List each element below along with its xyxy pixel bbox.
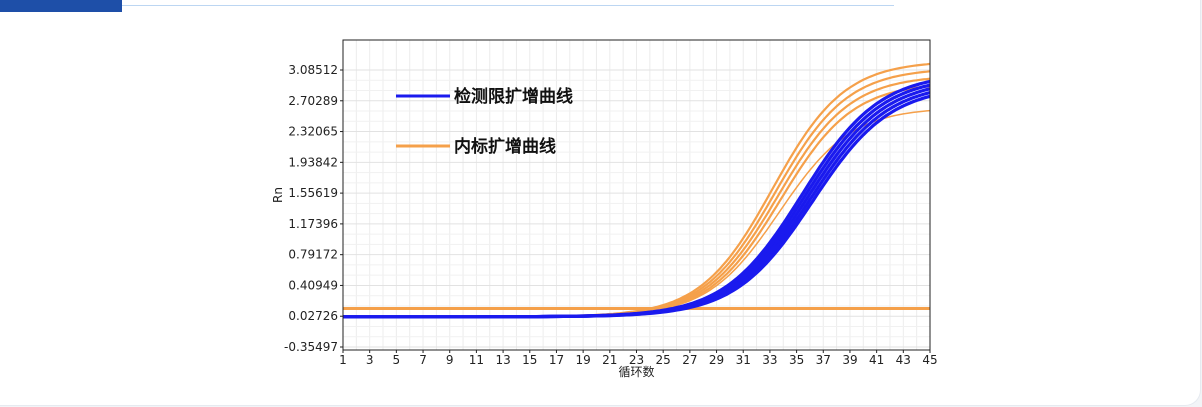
x-tick-label: 13 [495,353,510,367]
y-tick-label: -0.35497 [284,340,338,354]
curves [343,62,931,319]
y-axis-ticks: 3.08512 2.70289 2.32065 1.93842 1.55619 1.173… [284,63,343,354]
accent-bar [0,0,122,12]
x-axis-label: 循环数 [618,364,654,379]
x-tick-label: 29 [709,353,724,367]
y-tick-label: 0.40949 [288,278,338,292]
x-tick-label: 35 [789,353,804,367]
y-tick-label: 1.17396 [288,217,338,231]
x-tick-label: 45 [922,353,937,367]
y-tick-label: 1.93842 [288,155,338,169]
x-tick-label: 41 [869,353,884,367]
x-tick-label: 3 [366,353,374,367]
legend-label-detection-limit: 检测限扩增曲线 [454,86,573,107]
x-tick-label: 23 [629,353,644,367]
y-tick-label: 2.32065 [288,125,338,139]
detection-limit-curve [343,94,931,319]
x-tick-label: 27 [682,353,697,367]
grid [342,40,931,350]
x-tick-label: 5 [393,353,401,367]
x-tick-label: 15 [522,353,537,367]
y-tick-label: 1.55619 [288,186,338,200]
amplification-chart: 3.08512 2.70289 2.32065 1.93842 1.55619 1.173… [271,39,938,379]
x-tick-label: 19 [575,353,590,367]
y-tick-label: 0.02726 [288,309,338,323]
legend: 检测限扩增曲线 内标扩增曲线 [396,86,573,157]
x-tick-label: 43 [896,353,911,367]
x-tick-label: 31 [736,353,751,367]
legend-label-internal-control: 内标扩增曲线 [454,136,556,157]
x-tick-label: 33 [762,353,777,367]
x-tick-label: 21 [602,353,617,367]
x-axis-ticks: 1 3 5 7 9 11 13 15 17 19 21 23 25 27 29 31 33 35 37 39 41 43 4… [339,350,938,367]
y-tick-label: 3.08512 [288,63,338,77]
x-tick-label: 39 [842,353,857,367]
x-tick-label: 37 [816,353,831,367]
x-tick-label: 11 [469,353,484,367]
x-tick-label: 7 [419,353,427,367]
y-tick-label: 0.79172 [288,248,338,262]
y-axis-label: Rn [271,187,285,203]
x-tick-label: 25 [656,353,671,367]
accent-line [122,5,894,6]
y-tick-label: 2.70289 [288,94,338,108]
x-tick-label: 9 [446,353,454,367]
x-tick-label: 17 [549,353,564,367]
x-tick-label: 1 [339,353,347,367]
